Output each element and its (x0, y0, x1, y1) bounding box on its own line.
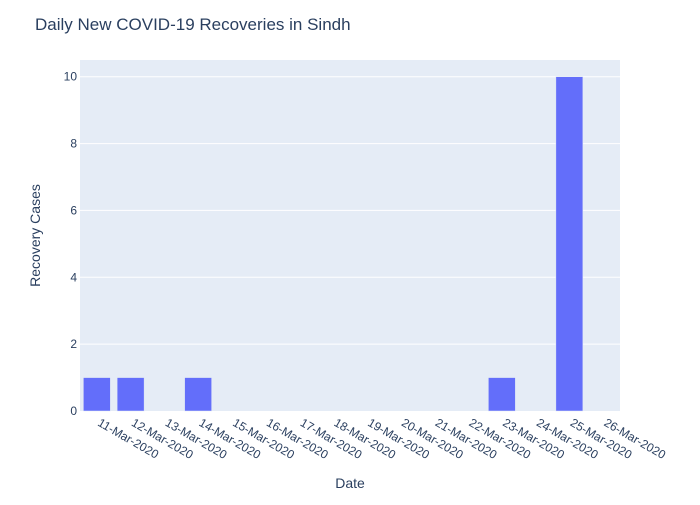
y-tick-label: 6 (70, 203, 77, 217)
y-axis-ticks: 0 2 4 6 8 10 (64, 70, 78, 418)
y-tick-label: 0 (70, 404, 77, 418)
gridlines (80, 76, 620, 345)
y-tick-label: 4 (70, 270, 77, 284)
x-axis-title: Date (335, 475, 365, 491)
y-tick-label: 2 (70, 337, 77, 351)
bar (184, 377, 212, 412)
y-tick-label: 10 (64, 70, 78, 84)
bar (116, 377, 145, 412)
bar (83, 377, 111, 412)
y-axis-title: Recovery Cases (27, 184, 43, 287)
bar (555, 76, 584, 412)
y-tick-label: 8 (70, 137, 77, 151)
bars (83, 76, 584, 412)
plot-area (80, 60, 620, 411)
chart-title: Daily New COVID-19 Recoveries in Sindh (35, 15, 351, 34)
bar (488, 377, 516, 412)
